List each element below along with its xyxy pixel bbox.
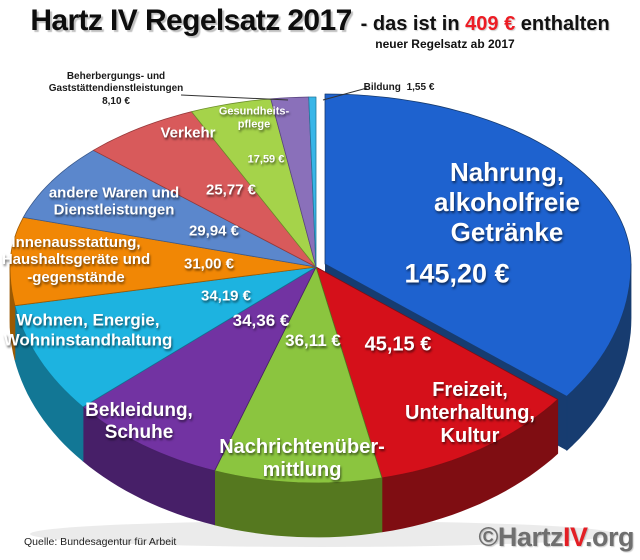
brand-copyright-text: ©Hartz <box>478 522 564 552</box>
brand-highlight-text: IV <box>562 522 586 552</box>
pie-slice-bekleidung <box>82 266 317 472</box>
leader-line-beherbergung <box>180 94 289 101</box>
chart-title: Hartz IV Regelsatz 2017 <box>30 4 352 37</box>
pie-slice-innen <box>9 217 317 307</box>
pie-slice-verkehr <box>93 111 317 268</box>
pie-slice-freizeit <box>315 266 559 479</box>
chart-subnote: neuer Regelsatz ab 2017 <box>375 37 515 51</box>
pie-slice-nachrichten <box>214 266 383 484</box>
leader-line-bildung <box>322 87 368 101</box>
chart-header: Hartz IV Regelsatz 2017 - das ist in 409… <box>0 4 640 38</box>
subtitle-dash-text: - das ist in <box>360 13 460 35</box>
source-note: Quelle: Bundesagentur für Arbeit <box>24 536 177 548</box>
pie-slice-gesundheit <box>191 98 317 268</box>
chart-subtitle: - das ist in 409 € enthalten <box>361 13 610 36</box>
pie-slice-andere <box>22 149 317 268</box>
pie-slice-wohnen <box>14 266 317 408</box>
total-amount: 409 € <box>465 13 516 35</box>
pie-slice-nahrung <box>324 93 632 397</box>
subtitle-tail-text: enthalten <box>520 13 610 35</box>
pie-slice-bildung <box>308 96 317 268</box>
brand-logo: ©HartzIV.org <box>478 522 635 553</box>
brand-tld-text: .org <box>585 522 635 552</box>
